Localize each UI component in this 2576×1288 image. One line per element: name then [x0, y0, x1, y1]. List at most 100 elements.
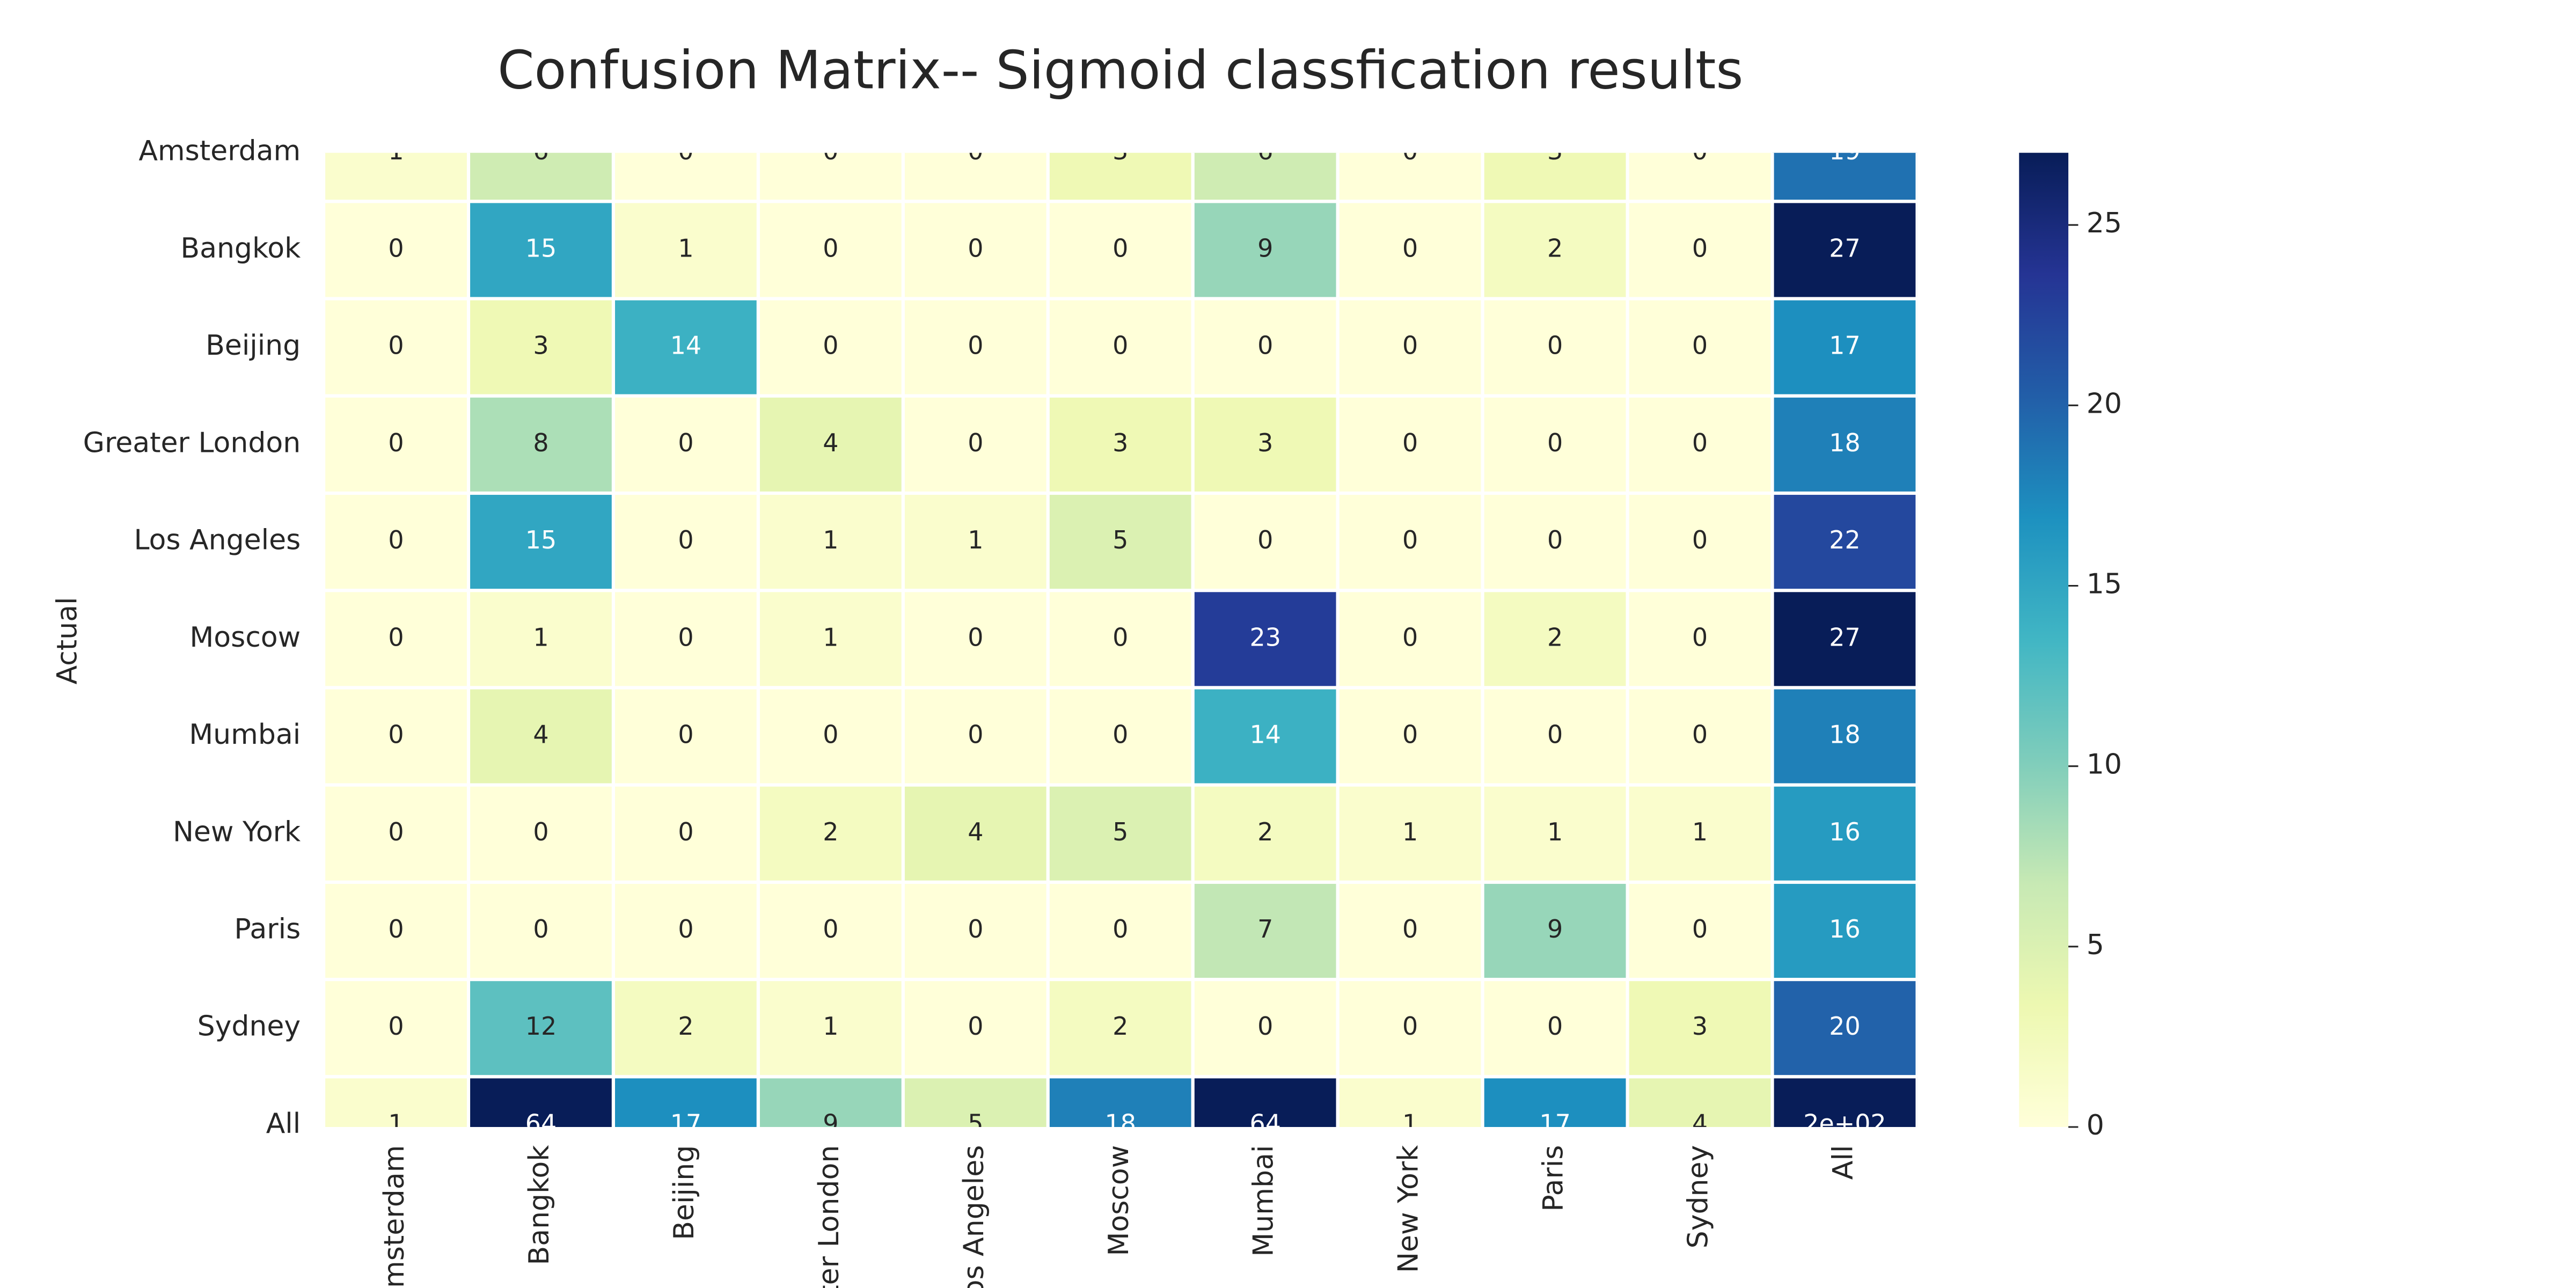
cell-value: 0	[678, 914, 693, 943]
cell-value: 3	[1692, 1012, 1708, 1041]
cell-value: 0	[1692, 233, 1708, 262]
cell-value: 4	[968, 817, 983, 846]
cell-value: 2	[678, 1012, 693, 1041]
cell-value: 1	[823, 1012, 838, 1041]
cell-value: 0	[388, 233, 404, 262]
heatmap-cell	[1481, 394, 1629, 495]
cell-value: 0	[1257, 525, 1273, 554]
cell-value: 2	[1113, 1012, 1128, 1041]
cell-value: 0	[1257, 1012, 1273, 1041]
cell-value: 3	[1547, 136, 1563, 165]
cell-value: 1	[678, 233, 693, 262]
cell-value: 0	[388, 525, 404, 554]
cell-value: 18	[1105, 1109, 1136, 1138]
cell-value: 0	[388, 720, 404, 749]
cell-value: 0	[678, 720, 693, 749]
heatmap-cell	[611, 200, 760, 301]
x-tick-label: Paris	[1538, 1145, 1570, 1212]
cell-value: 0	[823, 233, 838, 262]
heatmap-cell	[1626, 880, 1774, 982]
heatmap-cell	[611, 978, 760, 1079]
y-tick-label: All	[266, 1108, 301, 1140]
cell-value: 20	[1829, 1012, 1860, 1041]
x-tick-label: All	[1827, 1145, 1859, 1180]
cell-value: 18	[1829, 428, 1860, 457]
heatmap-cell	[1191, 394, 1340, 495]
cell-value: 0	[968, 233, 983, 262]
heatmap-cell	[611, 686, 760, 787]
cell-value: 6	[1257, 136, 1273, 165]
cell-value: 0	[1113, 331, 1128, 360]
colorbar-tick-label: 10	[2087, 749, 2122, 781]
heatmap-cell	[1481, 783, 1629, 884]
cell-value: 0	[1113, 233, 1128, 262]
cell-value: 0	[1113, 914, 1128, 943]
cell-value: 1	[1402, 1109, 1418, 1138]
cell-value: 0	[968, 331, 983, 360]
heatmap-cell	[1336, 880, 1484, 982]
cell-value: 17	[1539, 1109, 1570, 1138]
cell-value: 0	[388, 914, 404, 943]
heatmap-cell	[756, 491, 905, 592]
cell-value: 0	[823, 720, 838, 749]
cell-value: 0	[1402, 136, 1418, 165]
heatmap-cell	[1336, 491, 1484, 592]
heatmap-cells: 1 6 0 0 0 3 6 0 3 0 190 15 1 0 0 0 9 0 2 0 270 3 14 0 0 0 0 0 0 0 170 8…	[324, 136, 1918, 1138]
colorbar-tick-label: 25	[2087, 207, 2122, 239]
heatmap-cell	[756, 783, 905, 884]
heatmap-cell	[1191, 783, 1340, 884]
cell-value: 0	[678, 428, 693, 457]
colorbar-tick-label: 5	[2087, 929, 2104, 961]
cell-value: 0	[1402, 233, 1418, 262]
heatmap-cell	[466, 880, 616, 982]
cell-value: 5	[1113, 525, 1128, 554]
cell-value: 0	[968, 720, 983, 749]
x-tick-label: Beijing	[668, 1145, 700, 1240]
cell-value: 22	[1829, 525, 1860, 554]
heatmap-cell	[1336, 589, 1484, 690]
cell-value: 5	[1113, 817, 1128, 846]
cell-value: 0	[678, 817, 693, 846]
cell-value: 2e+02	[1803, 1109, 1886, 1138]
heatmap-cell	[1481, 200, 1629, 301]
heatmap-cell	[1191, 880, 1340, 982]
cell-value: 0	[968, 623, 983, 652]
colorbar-tick-label: 0	[2087, 1109, 2104, 1141]
cell-value: 0	[388, 331, 404, 360]
cell-value: 0	[1113, 623, 1128, 652]
heatmap-cell	[466, 978, 616, 1079]
cell-value: 0	[533, 914, 548, 943]
cell-value: 0	[1547, 525, 1563, 554]
cell-value: 64	[1249, 1109, 1280, 1138]
heatmap-cell	[901, 200, 1050, 301]
cell-value: 1	[1402, 817, 1418, 846]
x-tick-label: Moscow	[1103, 1145, 1135, 1256]
cell-value: 0	[678, 136, 693, 165]
x-tick-label: Los Angeles	[958, 1145, 990, 1288]
cell-value: 5	[968, 1109, 983, 1138]
y-tick-label: Paris	[234, 913, 301, 945]
x-tick-label: Bangkok	[523, 1145, 555, 1265]
y-tick-label: Bangkok	[180, 232, 301, 265]
cell-value: 0	[1692, 720, 1708, 749]
y-tick-label: Sydney	[197, 1011, 301, 1043]
cell-value: 0	[1692, 136, 1708, 165]
cell-value: 0	[533, 817, 548, 846]
cell-value: 6	[533, 136, 548, 165]
cell-value: 2	[823, 817, 838, 846]
cell-value: 4	[823, 428, 838, 457]
x-tick-label: New York	[1393, 1145, 1425, 1273]
cell-value: 27	[1829, 233, 1860, 262]
heatmap-cell	[1770, 1075, 1918, 1127]
cell-value: 0	[1402, 720, 1418, 749]
cell-value: 9	[1547, 914, 1563, 943]
heatmap-cell	[466, 152, 616, 203]
cell-value: 0	[823, 136, 838, 165]
cell-value: 0	[968, 914, 983, 943]
y-tick-label: New York	[173, 816, 301, 848]
cell-value: 16	[1829, 817, 1860, 846]
cell-value: 0	[1547, 720, 1563, 749]
y-tick-label: Amsterdam	[138, 135, 301, 167]
heatmap-cell	[1770, 200, 1918, 301]
cell-value: 0	[1402, 623, 1418, 652]
